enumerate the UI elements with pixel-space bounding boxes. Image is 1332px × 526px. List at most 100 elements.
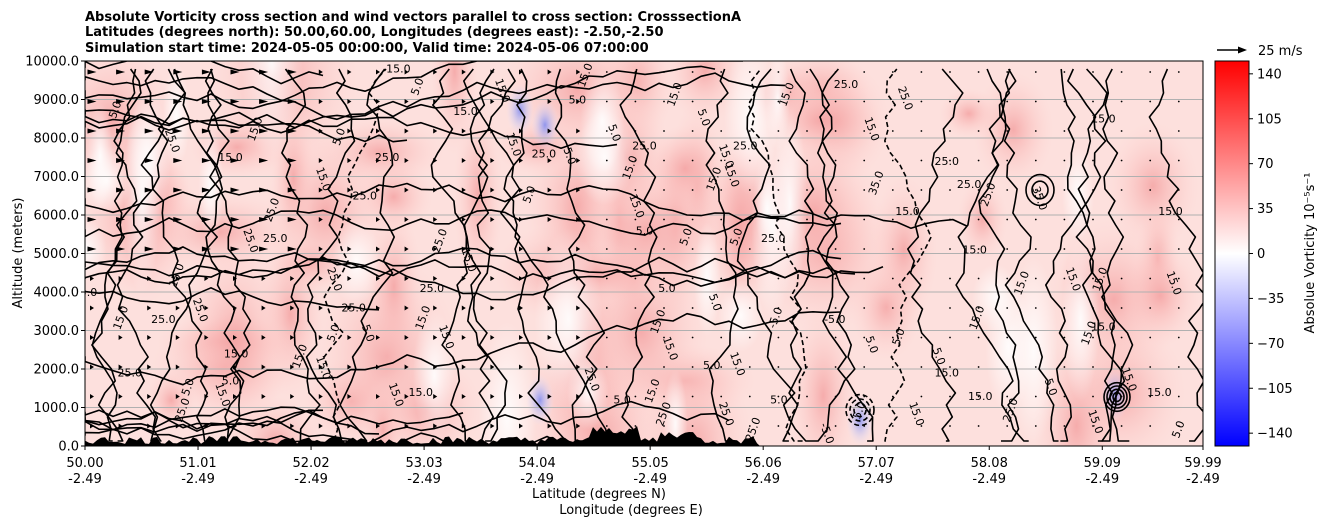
wind-vector [949,278,951,280]
wind-vector [1064,366,1066,368]
wind-vector [921,396,923,398]
field-patch-neutral [1062,147,1094,241]
quiver-key-label: 25 m/s [1258,44,1303,59]
field-patch-positive [1120,244,1200,348]
colorbar-label: Absolue Vorticity 10⁻⁵s⁻¹ [1303,173,1318,334]
wind-vector [1035,366,1037,368]
wind-vector [1207,278,1209,280]
wind-vector [749,219,751,221]
wind-vector [1006,425,1008,427]
wind-vector [921,219,923,221]
wind-vector [635,366,637,368]
contour-label: 5.0 [770,394,788,407]
field-patch-positive [973,71,1054,188]
wind-vector [1207,71,1209,73]
wind-vector [1092,307,1094,309]
contour-label: 25.0 [532,147,557,160]
wind-vector [863,307,865,309]
wind-vector [835,219,837,221]
wind-vector [1149,130,1151,132]
wind-vector [863,71,865,73]
wind-vector [606,101,608,103]
wind-vector [1092,71,1094,73]
wind-vector [1121,248,1123,250]
field-patch-positive [870,175,938,325]
wind-vector [921,130,923,132]
wind-vector [892,396,894,398]
y-tick-label: 10000.0 [25,55,79,70]
x-tick-label-longitude: -2.49 [68,472,102,487]
wind-vector [835,71,837,73]
wind-vector [892,366,894,368]
wind-vector [921,71,923,73]
contour-label: 25.0 [632,140,657,153]
wind-vector [720,396,722,398]
wind-vector [1149,337,1151,339]
wind-vector [692,189,694,191]
wind-vector [1149,425,1151,427]
wind-vector [1064,307,1066,309]
wind-vector [1064,71,1066,73]
wind-vector [949,189,951,191]
wind-vector [720,337,722,339]
y-tick-label: 7000.0 [34,170,80,185]
wind-vector [778,219,780,221]
wind-vector [778,130,780,132]
wind-vector [978,160,980,162]
wind-vector [749,366,751,368]
wind-vector [635,189,637,191]
wind-vector [1178,307,1180,309]
colorbar-tick-label: −140 [1257,427,1293,442]
wind-vector [1092,366,1094,368]
x-tick-label-latitude: 58.08 [971,456,1008,471]
wind-vector [806,130,808,132]
wind-vector [978,219,980,221]
wind-vector [949,337,951,339]
wind-vector [1092,130,1094,132]
wind-vector [892,248,894,250]
wind-vector [663,366,665,368]
contour-label: -5.0 [824,313,845,326]
wind-vector [835,425,837,427]
wind-vector [606,160,608,162]
contour-label: 25.0 [118,367,143,380]
contour-label: 15.0 [224,347,249,360]
x-tick-label-longitude: -2.49 [859,472,893,487]
wind-vector [1121,189,1123,191]
wind-vector [863,101,865,103]
wind-vector [663,278,665,280]
wind-vector [1035,248,1037,250]
wind-vector [635,425,637,427]
wind-vector [978,425,980,427]
wind-vector [892,307,894,309]
wind-vector [1207,101,1209,103]
wind-vector [1207,248,1209,250]
wind-vector [1207,130,1209,132]
wind-vector [921,160,923,162]
x-axis-label-latitude: Latitude (degrees N) [532,487,666,502]
colorbar-gradient [1215,61,1249,446]
wind-vector [863,160,865,162]
x-axis-label-longitude: Longitude (degrees E) [559,503,703,518]
x-tick-label-latitude: 53.03 [405,456,442,471]
wind-vector [778,248,780,250]
wind-vector [692,219,694,221]
wind-vector [835,396,837,398]
wind-vector [1006,160,1008,162]
y-tick-label: 1000.0 [34,401,80,416]
wind-vector [1006,366,1008,368]
wind-vector [1121,337,1123,339]
wind-vector [835,248,837,250]
contour-label: 25.0 [934,155,959,168]
wind-vector [720,278,722,280]
wind-vector [892,101,894,103]
wind-vector [606,189,608,191]
wind-vector [921,189,923,191]
wind-vector [892,189,894,191]
wind-vector [1092,160,1094,162]
x-tick-label-latitude: 51.01 [179,456,216,471]
contour-label: 15.0 [386,63,411,76]
colorbar-tick-label: 140 [1257,67,1282,82]
x-tick-label-latitude: 52.02 [292,456,329,471]
wind-vector [663,71,665,73]
